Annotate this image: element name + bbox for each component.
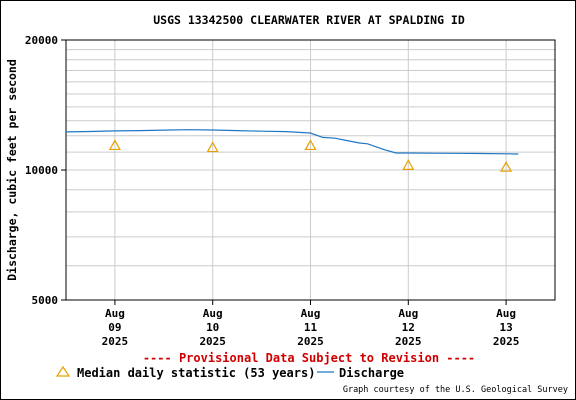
y-tick-label: 10000 bbox=[25, 164, 58, 177]
x-tick-label: 13 bbox=[499, 321, 512, 334]
x-tick-label: 2025 bbox=[102, 335, 129, 348]
x-tick-label: Aug bbox=[496, 307, 516, 320]
discharge-line bbox=[65, 129, 519, 155]
x-axis-ticks: Aug092025Aug102025Aug112025Aug122025Aug1… bbox=[102, 300, 520, 348]
usgs-credit: Graph courtesy of the U.S. Geological Su… bbox=[343, 385, 568, 395]
x-tick-label: 11 bbox=[304, 321, 318, 334]
median-legend-marker bbox=[55, 365, 71, 377]
x-tick-label: Aug bbox=[203, 307, 223, 320]
median-point bbox=[304, 139, 317, 151]
x-tick-label: 09 bbox=[108, 321, 121, 334]
provisional-notice: ---- Provisional Data Subject to Revisio… bbox=[143, 351, 475, 365]
x-tick-label: 2025 bbox=[493, 335, 520, 348]
series-layer bbox=[65, 129, 519, 172]
median-legend-label: Median daily statistic (53 years) bbox=[77, 366, 315, 380]
discharge-legend-label: Discharge bbox=[339, 366, 404, 380]
x-tick-label: 2025 bbox=[199, 335, 226, 348]
x-tick-label: Aug bbox=[301, 307, 321, 320]
median-point bbox=[500, 160, 513, 172]
grid-lines bbox=[66, 40, 555, 300]
x-tick-label: 2025 bbox=[395, 335, 422, 348]
x-tick-label: 12 bbox=[402, 321, 415, 334]
y-tick-label: 5000 bbox=[32, 294, 59, 307]
y-tick-label: 20000 bbox=[25, 34, 58, 47]
median-point bbox=[108, 139, 121, 151]
chart-title: USGS 13342500 CLEARWATER RIVER AT SPALDI… bbox=[153, 13, 465, 27]
x-tick-label: 2025 bbox=[297, 335, 324, 348]
x-tick-label: Aug bbox=[398, 307, 418, 320]
y-axis-label: Discharge, cubic feet per second bbox=[5, 59, 19, 281]
x-tick-label: Aug bbox=[105, 307, 125, 320]
median-point bbox=[206, 141, 219, 153]
x-tick-label: 10 bbox=[206, 321, 219, 334]
median-point bbox=[402, 159, 415, 170]
y-axis-ticks: 5000 10000 20000 bbox=[25, 34, 66, 307]
